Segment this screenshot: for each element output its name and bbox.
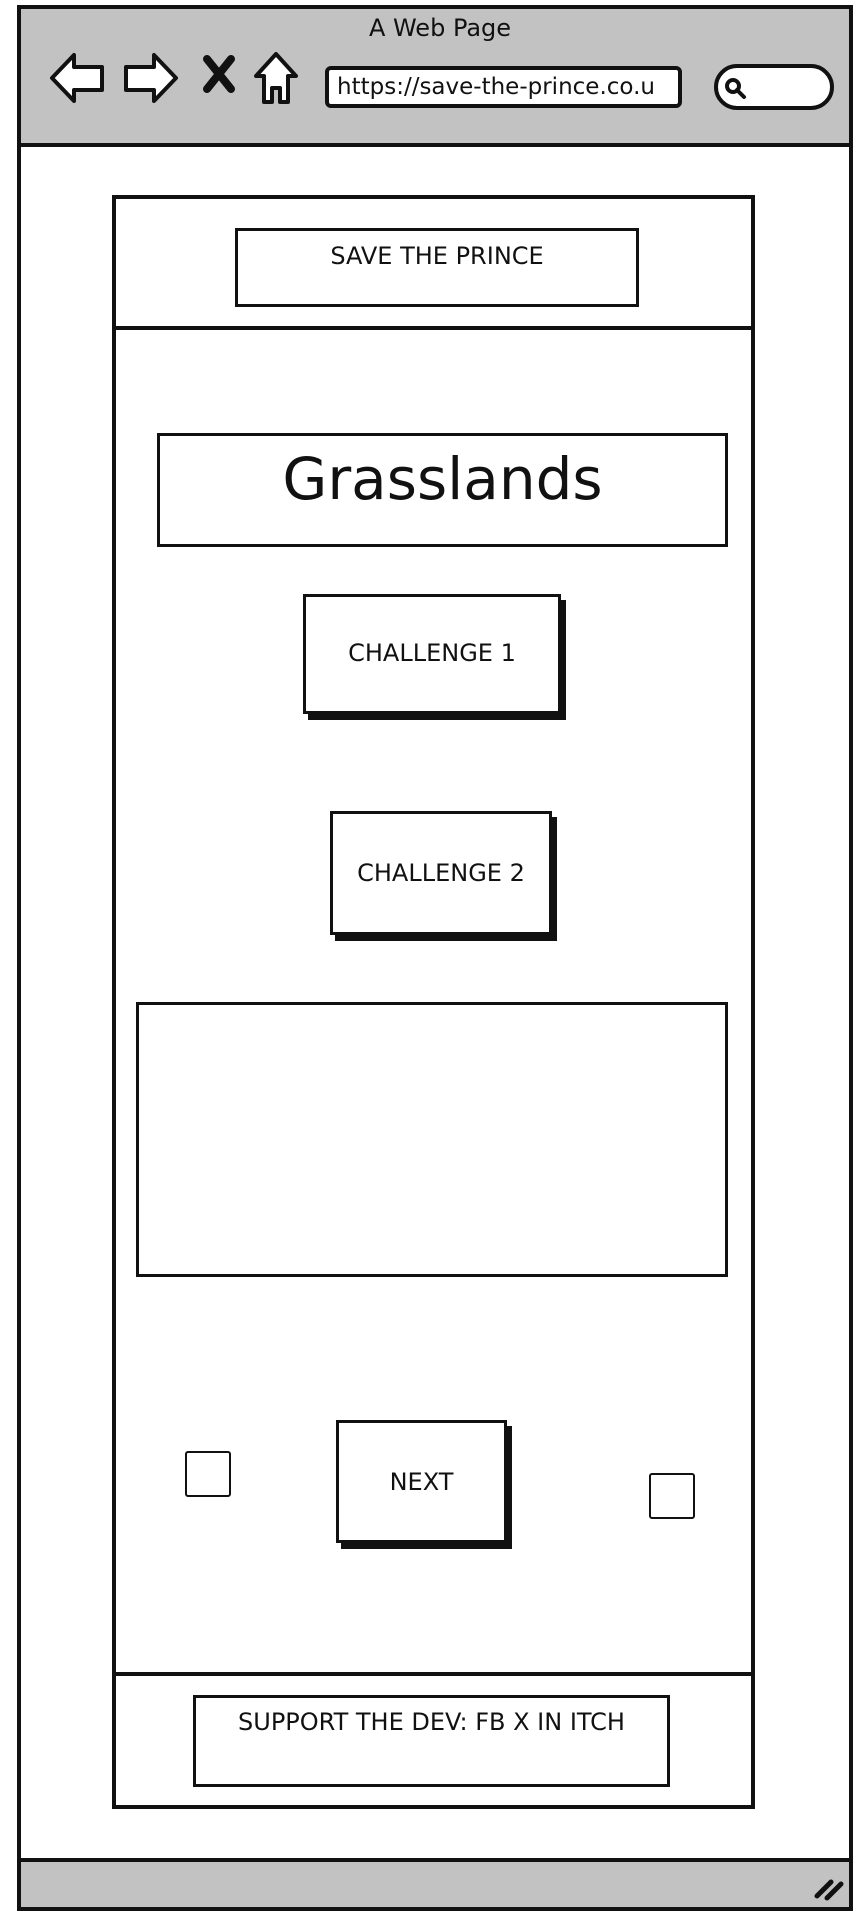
challenge-2-button[interactable]: CHALLENGE 2 [330, 811, 552, 935]
resize-grip-icon[interactable] [813, 1870, 847, 1902]
left-checkbox[interactable] [185, 1451, 231, 1497]
forward-arrow-icon[interactable] [122, 50, 180, 106]
page-heading: Grasslands [157, 433, 728, 547]
header-divider [112, 326, 755, 330]
status-bar [21, 1858, 849, 1907]
search-input[interactable] [714, 64, 834, 110]
home-icon[interactable] [252, 50, 300, 106]
address-bar[interactable]: https://save-the-prince.co.u [325, 66, 682, 108]
challenge-1-button[interactable]: CHALLENGE 1 [303, 594, 561, 714]
footer-divider [112, 1672, 755, 1676]
close-icon[interactable] [202, 55, 236, 93]
search-icon [722, 75, 748, 101]
right-checkbox[interactable] [649, 1473, 695, 1519]
site-title: SAVE THE PRINCE [235, 228, 639, 307]
window-title: A Web Page [368, 14, 512, 42]
content-area [136, 1002, 728, 1277]
footer-support-text: SUPPORT THE DEV: FB X IN ITCH [193, 1695, 670, 1787]
next-button[interactable]: NEXT [336, 1420, 507, 1543]
back-arrow-icon[interactable] [48, 50, 106, 106]
